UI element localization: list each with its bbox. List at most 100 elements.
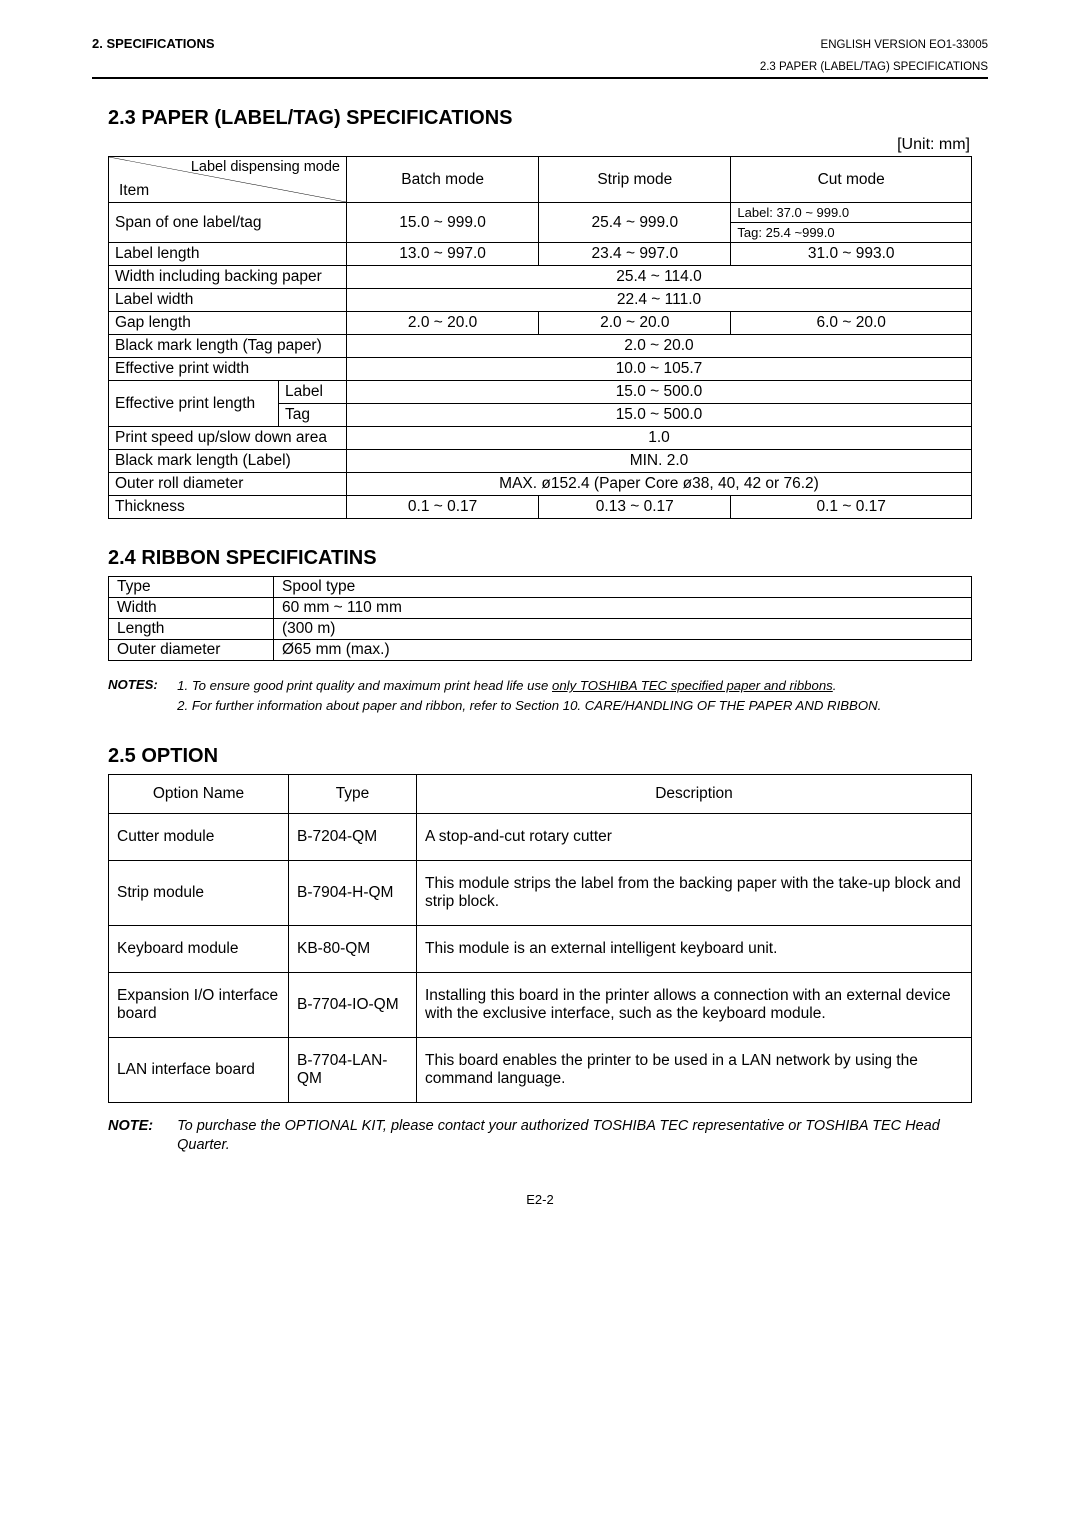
cell: 13.0 ~ 997.0 bbox=[347, 243, 539, 266]
col-batch: Batch mode bbox=[347, 157, 539, 203]
cell: This module is an external intelligent k… bbox=[417, 925, 972, 972]
cell: B-7204-QM bbox=[289, 813, 417, 860]
cell: Keyboard module bbox=[109, 925, 289, 972]
col-header: Option Name bbox=[109, 774, 289, 813]
table-row: LAN interface board B-7704-LAN-QM This b… bbox=[109, 1037, 972, 1102]
table-row: Effective print width 10.0 ~ 105.7 bbox=[109, 358, 972, 381]
cell: B-7904-H-QM bbox=[289, 860, 417, 925]
cell: (300 m) bbox=[274, 619, 972, 640]
note-label: NOTE: bbox=[108, 1117, 153, 1156]
cell: KB-80-QM bbox=[289, 925, 417, 972]
cell: B-7704-LAN-QM bbox=[289, 1037, 417, 1102]
cell: 2.0 ~ 20.0 bbox=[347, 335, 972, 358]
ribbon-table: Type Spool type Width 60 mm ~ 110 mm Len… bbox=[108, 576, 972, 661]
table-row: Strip module B-7904-H-QM This module str… bbox=[109, 860, 972, 925]
unit-note: [Unit: mm] bbox=[92, 136, 988, 154]
table-row: Cutter module B-7204-QM A stop-and-cut r… bbox=[109, 813, 972, 860]
section-23-title: 2.3 PAPER (LABEL/TAG) SPECIFICATIONS bbox=[92, 107, 988, 130]
cell: Expansion I/O interface board bbox=[109, 972, 289, 1037]
table-row: Length (300 m) bbox=[109, 619, 972, 640]
cell: Cutter module bbox=[109, 813, 289, 860]
table-row: Gap length 2.0 ~ 20.0 2.0 ~ 20.0 6.0 ~ 2… bbox=[109, 312, 972, 335]
note-item: To ensure good print quality and maximum… bbox=[192, 677, 881, 695]
diag-top-label: Label dispensing mode bbox=[191, 159, 340, 175]
cell-label: Print speed up/slow down area bbox=[109, 427, 347, 450]
note-text: To purchase the OPTIONAL KIT, please con… bbox=[177, 1117, 972, 1156]
cell-sub: Tag bbox=[279, 404, 347, 427]
cell-label: Black mark length (Label) bbox=[109, 450, 347, 473]
table-row: Thickness 0.1 ~ 0.17 0.13 ~ 0.17 0.1 ~ 0… bbox=[109, 496, 972, 519]
notes-block: NOTES: To ensure good print quality and … bbox=[108, 677, 988, 717]
table-row: Type Spool type bbox=[109, 577, 972, 598]
page-header: 2. SPECIFICATIONS ENGLISH VERSION EO1-33… bbox=[92, 36, 988, 51]
section-25-title: 2.5 OPTION bbox=[92, 745, 988, 768]
col-header: Description bbox=[417, 774, 972, 813]
cell: 23.4 ~ 997.0 bbox=[539, 243, 731, 266]
cell: Type bbox=[109, 577, 274, 598]
cell: 6.0 ~ 20.0 bbox=[731, 312, 972, 335]
header-rule bbox=[92, 77, 988, 79]
col-header: Type bbox=[289, 774, 417, 813]
diag-bottom-label: Item bbox=[119, 182, 149, 200]
cell-label: Outer roll diameter bbox=[109, 473, 347, 496]
paper-spec-table: Label dispensing mode Item Batch mode St… bbox=[108, 156, 972, 519]
table-row: Label width 22.4 ~ 111.0 bbox=[109, 289, 972, 312]
cell-label: Effective print length bbox=[109, 381, 279, 427]
table-row: Width 60 mm ~ 110 mm bbox=[109, 598, 972, 619]
table-row: Black mark length (Label) MIN. 2.0 bbox=[109, 450, 972, 473]
note-pre: To ensure good print quality and maximum… bbox=[192, 678, 552, 693]
cell: 31.0 ~ 993.0 bbox=[731, 243, 972, 266]
cell: Outer diameter bbox=[109, 640, 274, 661]
table-row: Print speed up/slow down area 1.0 bbox=[109, 427, 972, 450]
cell: B-7704-IO-QM bbox=[289, 972, 417, 1037]
cell-label: Span of one label/tag bbox=[109, 203, 347, 243]
cell: 1.0 bbox=[347, 427, 972, 450]
cell-label: Gap length bbox=[109, 312, 347, 335]
cell-sub: Label bbox=[279, 381, 347, 404]
note-underline: only TOSHIBA TEC specified paper and rib… bbox=[552, 678, 833, 693]
note-item: For further information about paper and … bbox=[192, 697, 881, 715]
notes-label: NOTES: bbox=[108, 677, 158, 717]
cell: Tag: 25.4 ~999.0 bbox=[731, 223, 972, 243]
col-strip: Strip mode bbox=[539, 157, 731, 203]
cell: 0.1 ~ 0.17 bbox=[731, 496, 972, 519]
table-row: Outer roll diameter MAX. ø152.4 (Paper C… bbox=[109, 473, 972, 496]
cell: 15.0 ~ 500.0 bbox=[347, 404, 972, 427]
table-row: Label length 13.0 ~ 997.0 23.4 ~ 997.0 3… bbox=[109, 243, 972, 266]
table-row: Width including backing paper 25.4 ~ 114… bbox=[109, 266, 972, 289]
page-number: E2-2 bbox=[92, 1192, 988, 1207]
cell: Spool type bbox=[274, 577, 972, 598]
cell: 22.4 ~ 111.0 bbox=[347, 289, 972, 312]
cell: Length bbox=[109, 619, 274, 640]
header-right: ENGLISH VERSION EO1-33005 bbox=[821, 39, 988, 51]
cell: 25.4 ~ 999.0 bbox=[539, 203, 731, 243]
cell: 15.0 ~ 999.0 bbox=[347, 203, 539, 243]
cell: 2.0 ~ 20.0 bbox=[539, 312, 731, 335]
cell: Label: 37.0 ~ 999.0 bbox=[731, 203, 972, 223]
cell-label: Label length bbox=[109, 243, 347, 266]
cell: Installing this board in the printer all… bbox=[417, 972, 972, 1037]
cell-label: Thickness bbox=[109, 496, 347, 519]
table-row: Keyboard module KB-80-QM This module is … bbox=[109, 925, 972, 972]
table-row: Outer diameter Ø65 mm (max.) bbox=[109, 640, 972, 661]
cell: Strip module bbox=[109, 860, 289, 925]
section-24-title: 2.4 RIBBON SPECIFICATINS bbox=[92, 547, 988, 570]
cell: This board enables the printer to be use… bbox=[417, 1037, 972, 1102]
option-table: Option Name Type Description Cutter modu… bbox=[108, 774, 972, 1103]
cell: Width bbox=[109, 598, 274, 619]
cell: This module strips the label from the ba… bbox=[417, 860, 972, 925]
cell: 25.4 ~ 114.0 bbox=[347, 266, 972, 289]
table-row: Span of one label/tag 15.0 ~ 999.0 25.4 … bbox=[109, 203, 972, 223]
cell: LAN interface board bbox=[109, 1037, 289, 1102]
cell: Ø65 mm (max.) bbox=[274, 640, 972, 661]
cell: MAX. ø152.4 (Paper Core ø38, 40, 42 or 7… bbox=[347, 473, 972, 496]
cell: A stop-and-cut rotary cutter bbox=[417, 813, 972, 860]
table-row: Black mark length (Tag paper) 2.0 ~ 20.0 bbox=[109, 335, 972, 358]
cell: 60 mm ~ 110 mm bbox=[274, 598, 972, 619]
cell: 10.0 ~ 105.7 bbox=[347, 358, 972, 381]
col-cut: Cut mode bbox=[731, 157, 972, 203]
cell-label: Label width bbox=[109, 289, 347, 312]
cell: 0.1 ~ 0.17 bbox=[347, 496, 539, 519]
cell-label: Width including backing paper bbox=[109, 266, 347, 289]
note-25-block: NOTE: To purchase the OPTIONAL KIT, plea… bbox=[108, 1117, 972, 1156]
